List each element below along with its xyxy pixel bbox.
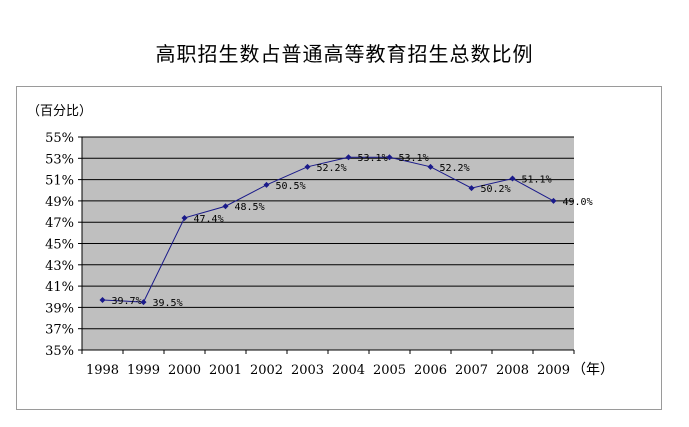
data-point [304,163,311,170]
y-tick-label: 49% [45,195,74,210]
data-label: 50.2% [481,184,511,195]
series-line [102,156,554,303]
x-tick-label: 1998 [86,363,119,378]
data-point [222,203,229,210]
data-point [509,175,516,182]
data-label: 39.7% [112,296,142,307]
y-tick-label: 43% [45,259,74,274]
x-tick-label: 2002 [250,363,283,378]
data-label: 48.5% [235,202,265,213]
data-label: 49.0% [563,197,593,208]
data-point [427,163,434,170]
data-label: 52.2% [440,163,470,174]
data-label: 47.4% [194,214,224,225]
data-label: 52.2% [317,163,347,174]
data-point [140,299,147,306]
chart-frame [16,86,662,410]
data-point [468,185,475,192]
x-tick-label: 2009 [537,363,570,378]
y-tick-label: 51% [45,174,74,189]
data-label: 53.1% [399,153,429,164]
data-point [386,154,393,161]
data-point [263,181,270,188]
y-axis-label: （百分比） [27,104,93,119]
data-label: 53.1% [358,153,388,164]
data-point [345,154,352,161]
x-tick-label: 2003 [291,363,324,378]
y-tick-label: 55% [45,131,74,146]
x-tick-label: 2006 [414,363,447,378]
x-tick-label: 2000 [168,363,201,378]
x-tick-label: 2001 [209,363,242,378]
x-tick-label: 2004 [332,363,365,378]
chart-title: 高职招生数占普通高等教育招生总数比例 [155,42,534,66]
x-tick-label: 2005 [373,363,406,378]
x-axis-label: （年） [572,362,614,378]
data-label: 39.5% [153,298,183,309]
data-point [181,214,188,221]
y-tick-label: 45% [45,238,74,253]
x-tick-label: 2007 [455,363,488,378]
data-label: 50.5% [276,181,306,192]
y-tick-label: 37% [45,323,74,338]
data-point [99,296,106,303]
y-tick-label: 47% [45,216,74,231]
y-tick-label: 35% [45,344,74,359]
x-tick-label: 2008 [496,363,529,378]
data-label: 51.1% [522,175,552,186]
data-point [550,197,557,204]
x-tick-label: 1999 [127,363,160,378]
y-tick-label: 39% [45,301,74,316]
y-tick-label: 41% [45,280,74,295]
y-tick-label: 53% [45,152,74,167]
